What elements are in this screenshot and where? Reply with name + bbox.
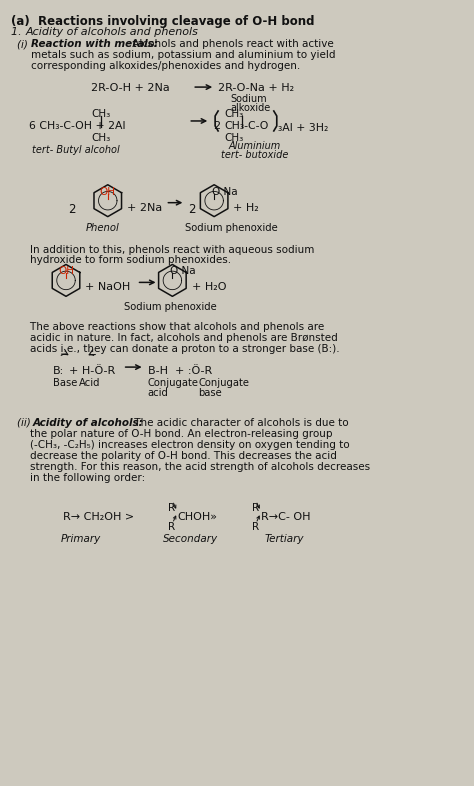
Text: Aluminium: Aluminium [229,141,281,151]
Text: Sodium phenoxide: Sodium phenoxide [124,303,217,312]
Text: hydroxide to form sodium phenoxides.: hydroxide to form sodium phenoxides. [17,255,231,266]
Text: Sodium: Sodium [230,94,267,104]
Text: R: R [168,502,175,512]
Text: Conjugate: Conjugate [147,378,199,388]
Text: ₃Al + 3H₂: ₃Al + 3H₂ [278,123,328,133]
Text: corresponding alkoxides/phenoxides and hydrogen.: corresponding alkoxides/phenoxides and h… [31,61,301,72]
Text: the polar nature of O-H bond. An electron-releasing group: the polar nature of O-H bond. An electro… [17,429,333,439]
Text: 6 CH₃-C-OH + 2Al: 6 CH₃-C-OH + 2Al [29,121,126,131]
Text: B-H  + :Ö-R: B-H + :Ö-R [147,366,212,376]
Text: Secondary: Secondary [163,534,218,543]
Text: OH: OH [100,187,116,196]
Text: Conjugate: Conjugate [198,378,249,388]
Text: Phenol: Phenol [86,222,119,233]
Text: + H₂: + H₂ [233,203,259,213]
Text: Reaction with metals:: Reaction with metals: [31,39,158,50]
Text: CH₃: CH₃ [91,109,110,119]
Text: R→C- OH: R→C- OH [261,512,310,522]
Text: (a)  Reactions involving cleavage of O-H bond: (a) Reactions involving cleavage of O-H … [11,16,315,28]
Text: base: base [198,388,222,398]
Text: in the following order:: in the following order: [17,472,146,483]
Text: CH₃-C-O: CH₃-C-O [224,121,268,131]
Text: strength. For this reason, the acid strength of alcohols decreases: strength. For this reason, the acid stre… [17,461,370,472]
Text: CH₃: CH₃ [224,133,243,143]
Text: B:: B: [53,366,64,376]
Text: R: R [252,522,259,531]
Text: Primary: Primary [61,534,101,543]
Text: In addition to this, phenols react with aqueous sodium: In addition to this, phenols react with … [17,244,315,255]
Text: Acid: Acid [79,378,100,388]
Text: + 2Na: + 2Na [127,203,162,213]
Text: + NaOH: + NaOH [85,282,130,292]
Text: CH₃: CH₃ [91,133,110,143]
Text: 1.: 1. [11,28,29,37]
Text: Acidity of alcohols and phenols: Acidity of alcohols and phenols [25,28,198,37]
Text: (-CH₃, -C₂H₅) increases electron density on oxygen tending to: (-CH₃, -C₂H₅) increases electron density… [17,440,350,450]
Text: Alcohols and phenols react with active: Alcohols and phenols react with active [128,39,333,50]
Text: (ii): (ii) [17,418,34,428]
Text: acid: acid [147,388,168,398]
Text: R: R [168,522,175,531]
Text: R: R [252,502,259,512]
Text: CHOH»: CHOH» [177,512,218,522]
Text: (i): (i) [17,39,31,50]
Text: acids i.e., they can donate a proton to a stronger base (B:).: acids i.e., they can donate a proton to … [17,344,340,354]
Text: R→ CH₂OH >: R→ CH₂OH > [63,512,134,522]
Text: 2: 2 [213,121,220,131]
Text: decrease the polarity of O-H bond. This decreases the acid: decrease the polarity of O-H bond. This … [17,451,337,461]
Text: The acidic character of alcohols is due to: The acidic character of alcohols is due … [131,418,348,428]
Text: acidic in nature. In fact, alcohols and phenols are Brønsted: acidic in nature. In fact, alcohols and … [17,333,338,343]
Text: 2: 2 [68,203,76,215]
Text: O Na: O Na [170,266,196,277]
Text: + H₂O: + H₂O [192,282,227,292]
Text: alkoxide: alkoxide [230,103,270,113]
Text: OH: OH [58,266,74,277]
Text: metals such as sodium, potassium and aluminium to yield: metals such as sodium, potassium and alu… [31,50,336,61]
Text: tert- butoxide: tert- butoxide [221,150,289,160]
Text: O Na: O Na [212,187,238,196]
Text: + H-Ö-R: + H-Ö-R [69,366,115,376]
Text: Sodium phenoxide: Sodium phenoxide [185,222,278,233]
Text: 2: 2 [188,203,196,215]
Text: CH₃: CH₃ [224,109,243,119]
Text: tert- Butyl alcohol: tert- Butyl alcohol [32,145,120,155]
Text: The above reactions show that alcohols and phenols are: The above reactions show that alcohols a… [17,322,325,332]
Text: Base: Base [53,378,77,388]
Text: 2R-O-H + 2Na: 2R-O-H + 2Na [91,83,170,93]
Text: Acidity of alcohols:: Acidity of alcohols: [32,418,143,428]
Text: 2R-O-Na + H₂: 2R-O-Na + H₂ [218,83,294,93]
Text: Tertiary: Tertiary [265,534,304,543]
